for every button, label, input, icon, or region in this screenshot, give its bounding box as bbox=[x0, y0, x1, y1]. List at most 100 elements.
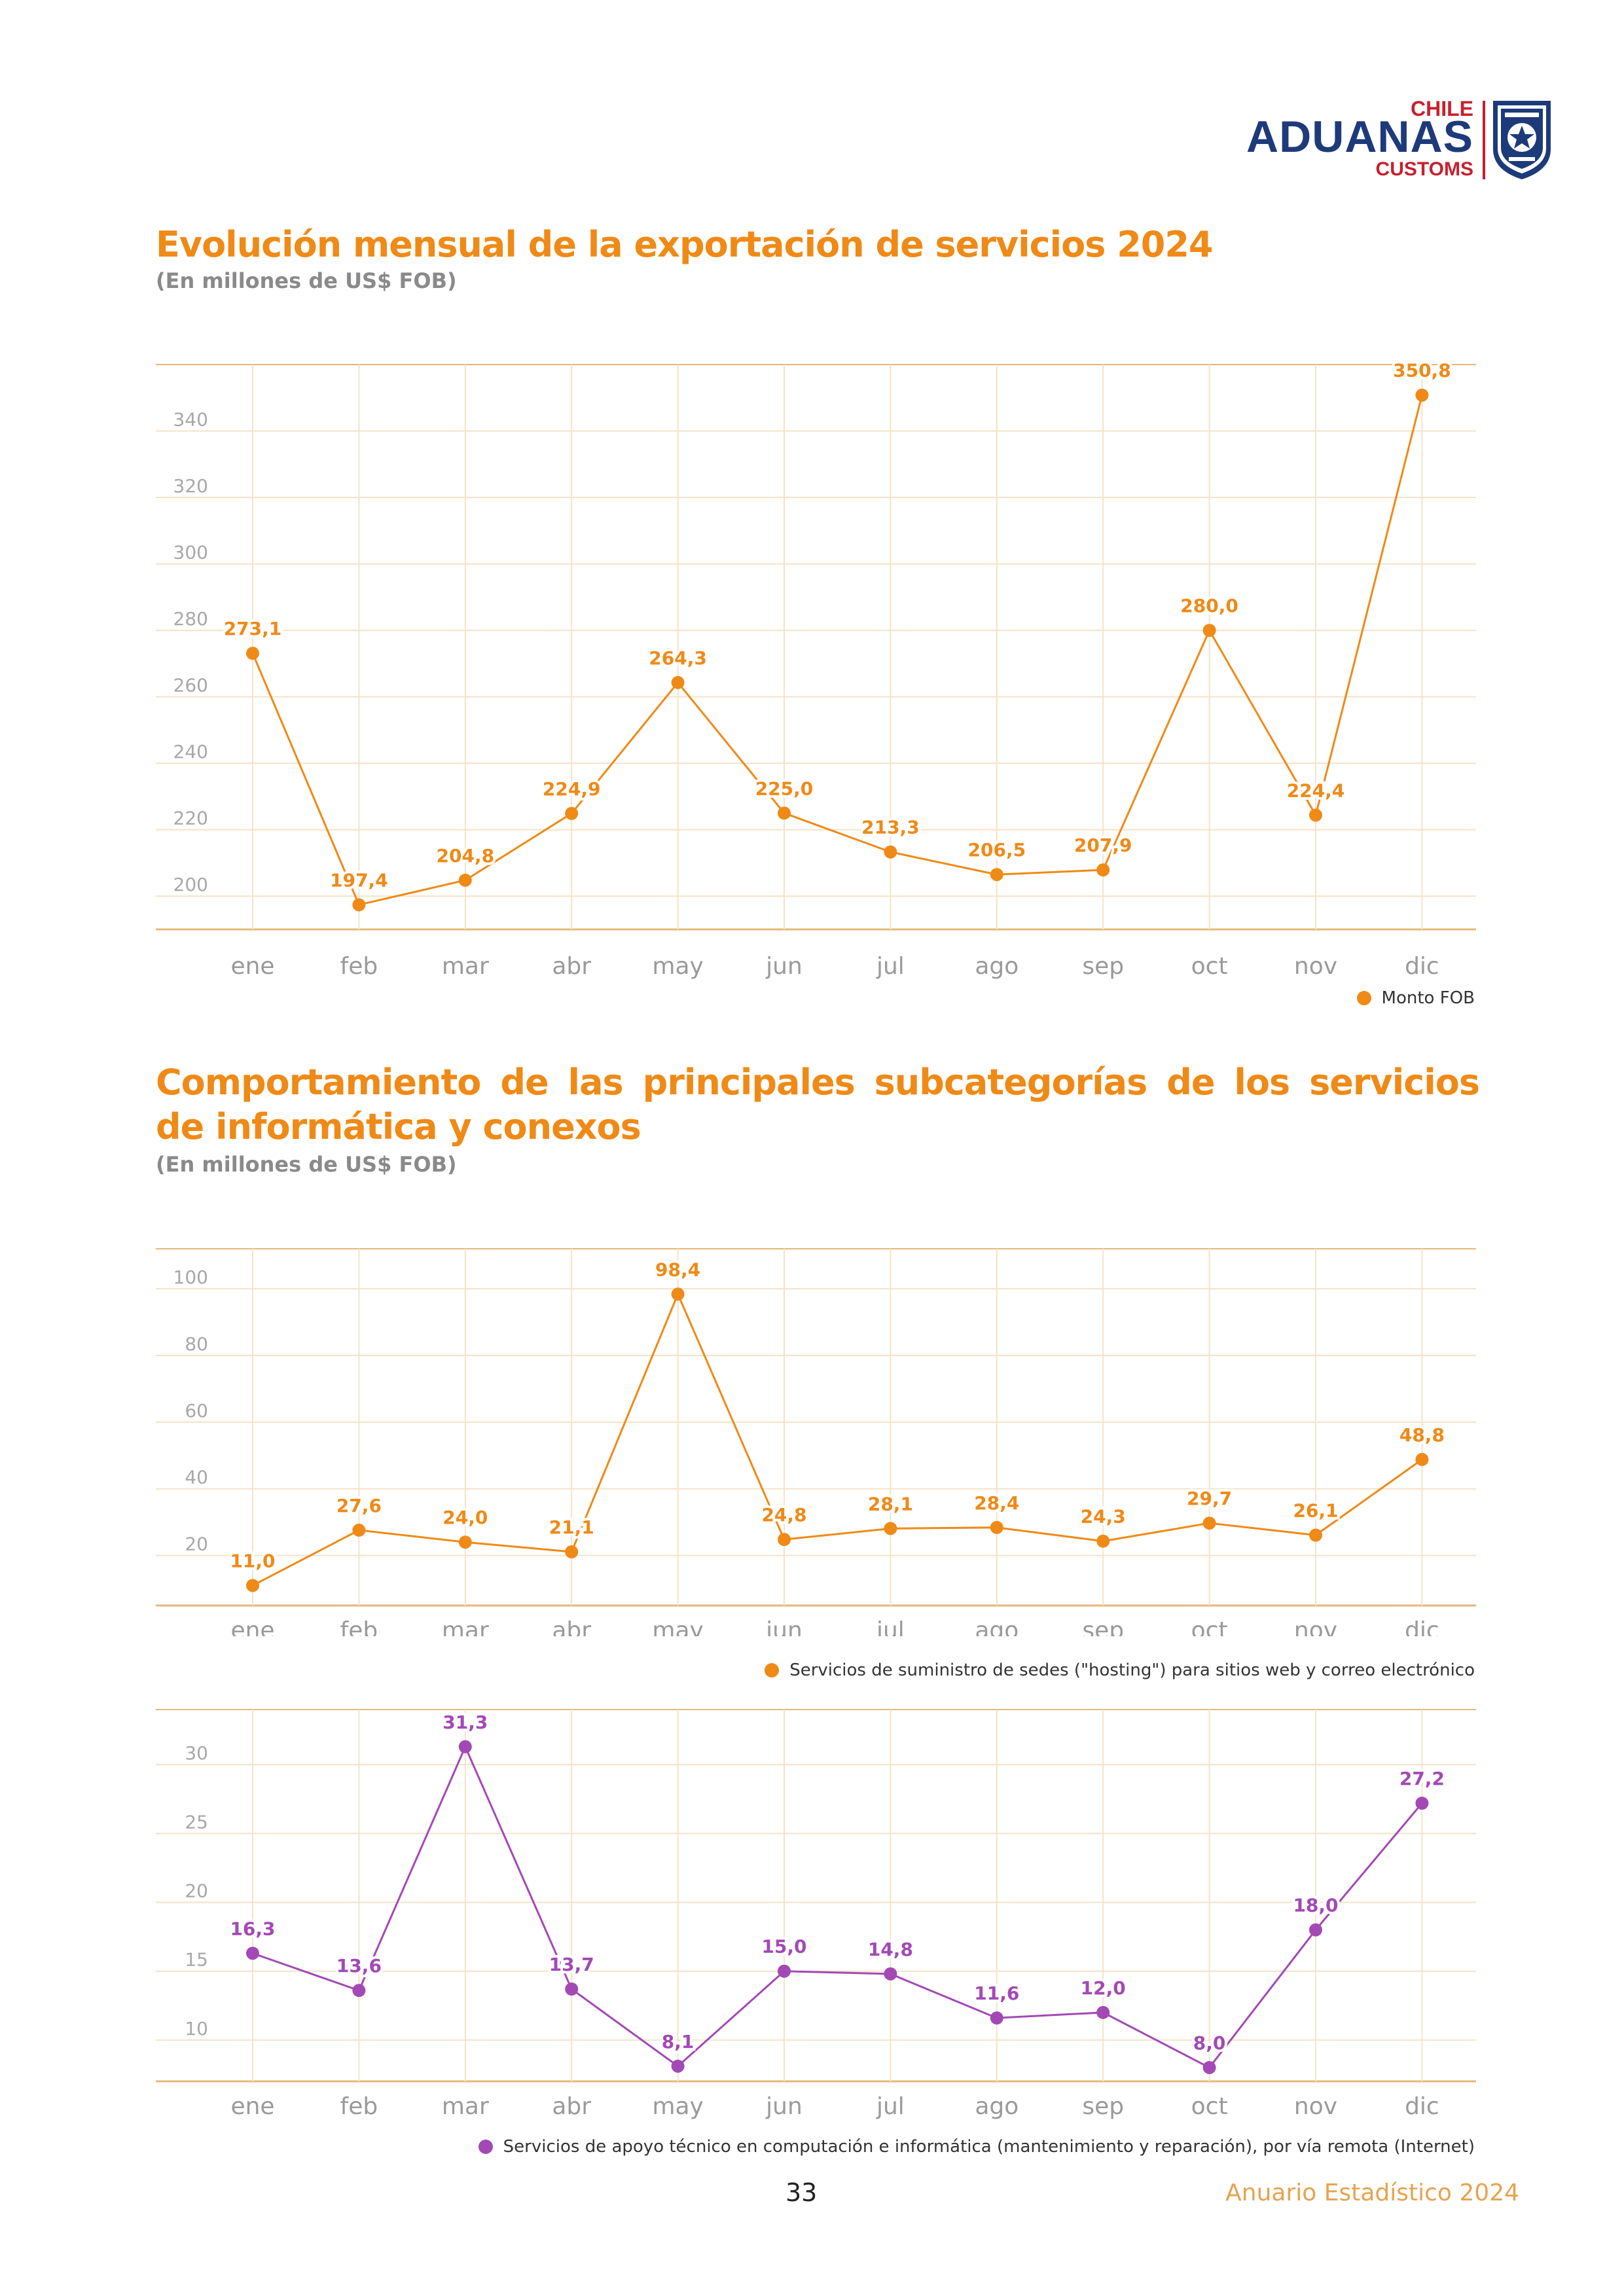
x-tick-label: ene bbox=[230, 953, 274, 980]
x-tick-label: nov bbox=[1294, 2093, 1337, 2120]
data-point bbox=[1309, 1528, 1322, 1542]
data-label: 26,1 bbox=[1293, 1500, 1338, 1522]
data-label: 16,3 bbox=[230, 1918, 275, 1939]
y-tick-label: 240 bbox=[173, 741, 208, 762]
shield-icon bbox=[1493, 101, 1551, 179]
data-point bbox=[352, 898, 366, 912]
data-label: 15,0 bbox=[761, 1936, 806, 1958]
x-tick-label: ago bbox=[975, 2093, 1019, 2120]
data-point bbox=[352, 1984, 366, 1998]
data-point bbox=[246, 647, 259, 660]
aduanas-logo: CHILE ADUANAS CUSTOMS bbox=[1240, 97, 1561, 182]
x-tick-label: feb bbox=[340, 2093, 378, 2120]
data-point bbox=[990, 2011, 1003, 2025]
chart-monthly-exports: 200 220 240 260 280 300 320 340 ene feb mar abr may j… bbox=[156, 357, 1476, 980]
data-point bbox=[1096, 1534, 1110, 1548]
data-label: 24,0 bbox=[442, 1507, 488, 1528]
y-tick-label: 100 bbox=[173, 1266, 208, 1288]
x-tick-label: sep bbox=[1082, 953, 1124, 980]
data-point bbox=[1202, 624, 1216, 637]
legend-label: Monto FOB bbox=[1381, 988, 1475, 1008]
data-label: 24,8 bbox=[761, 1504, 806, 1526]
x-tick-label: feb bbox=[340, 1617, 378, 1636]
data-label: 264,3 bbox=[649, 647, 707, 669]
x-tick-label: dic bbox=[1405, 2093, 1439, 2120]
x-tick-label: feb bbox=[340, 953, 378, 980]
data-point bbox=[246, 1946, 259, 1960]
data-label: 197,4 bbox=[330, 869, 388, 891]
y-tick-label: 30 bbox=[185, 1742, 208, 1764]
data-label: 28,4 bbox=[974, 1492, 1019, 1514]
logo-name: ADUANAS bbox=[1246, 112, 1473, 162]
page-number: 33 bbox=[785, 2178, 818, 2207]
legend-marker bbox=[765, 1663, 780, 1677]
y-tick-label: 220 bbox=[173, 808, 208, 829]
data-label: 21,1 bbox=[549, 1516, 594, 1538]
y-tick-label: 280 bbox=[173, 608, 208, 630]
data-point bbox=[246, 1579, 259, 1592]
x-tick-label: dic bbox=[1405, 1617, 1439, 1636]
data-point bbox=[1309, 808, 1322, 822]
data-label: 225,0 bbox=[755, 778, 814, 799]
legend-marker bbox=[478, 2140, 493, 2154]
data-point bbox=[1415, 1452, 1429, 1466]
legend-label: Servicios de apoyo técnico en computació… bbox=[503, 2137, 1475, 2157]
legend-chart3: Servicios de apoyo técnico en computació… bbox=[478, 2137, 1475, 2157]
x-tick-label: jul bbox=[876, 1617, 905, 1636]
data-point bbox=[778, 1964, 791, 1978]
x-tick-label: abr bbox=[552, 1617, 591, 1636]
data-point bbox=[352, 1523, 366, 1537]
data-label: 48,8 bbox=[1399, 1424, 1445, 1446]
data-point bbox=[884, 1967, 897, 1981]
y-tick-label: 10 bbox=[185, 2018, 208, 2039]
y-tick-label: 20 bbox=[185, 1880, 208, 1902]
data-point bbox=[671, 1287, 685, 1301]
data-label: 204,8 bbox=[437, 845, 495, 867]
data-point bbox=[458, 873, 472, 887]
series-line bbox=[251, 395, 1423, 906]
data-point bbox=[565, 806, 579, 820]
y-tick-label: 260 bbox=[173, 675, 208, 696]
logo-country: CHILE bbox=[1411, 97, 1473, 120]
y-tick-label: 80 bbox=[185, 1333, 208, 1355]
data-label: 98,4 bbox=[655, 1259, 700, 1280]
data-label: 27,2 bbox=[1399, 1768, 1445, 1789]
data-label: 13,7 bbox=[549, 1954, 594, 1975]
x-tick-label: jul bbox=[876, 953, 905, 980]
x-tick-label: ene bbox=[230, 1617, 274, 1636]
x-tick-label: jul bbox=[876, 2093, 905, 2120]
data-point bbox=[778, 1533, 791, 1547]
data-point bbox=[458, 1535, 472, 1549]
data-label: 12,0 bbox=[1081, 1977, 1126, 1999]
y-tick-label: 200 bbox=[173, 874, 208, 895]
logo-sub: CUSTOMS bbox=[1375, 158, 1473, 180]
data-point bbox=[565, 1982, 579, 1996]
x-tick-label: oct bbox=[1191, 953, 1228, 980]
x-tick-label: jun bbox=[765, 953, 803, 980]
data-point bbox=[671, 2059, 685, 2073]
data-point bbox=[1202, 1516, 1216, 1530]
data-label: 350,8 bbox=[1393, 360, 1451, 382]
data-point bbox=[990, 868, 1003, 882]
section2-title: Comportamiento de las principales subcat… bbox=[156, 1062, 1480, 1147]
x-tick-label: mar bbox=[442, 1617, 489, 1636]
data-label: 24,3 bbox=[1081, 1506, 1126, 1528]
x-tick-label: nov bbox=[1294, 953, 1337, 980]
x-tick-label: abr bbox=[552, 2093, 591, 2120]
data-point bbox=[1415, 388, 1429, 402]
data-point bbox=[778, 806, 791, 820]
data-point bbox=[990, 1520, 1003, 1534]
section2-subtitle: (En millones de US$ FOB) bbox=[156, 1152, 457, 1177]
data-label: 224,9 bbox=[543, 778, 601, 800]
data-label: 29,7 bbox=[1187, 1488, 1232, 1509]
y-tick-label: 25 bbox=[185, 1811, 208, 1833]
section1-title: Evolución mensual de la exportación de s… bbox=[156, 224, 1213, 265]
x-tick-label: may bbox=[652, 1617, 703, 1636]
x-tick-label: oct bbox=[1191, 2093, 1228, 2120]
x-tick-label: dic bbox=[1405, 953, 1439, 980]
data-label: 14,8 bbox=[868, 1939, 913, 1960]
x-tick-label: nov bbox=[1294, 1617, 1337, 1636]
section1-subtitle: (En millones de US$ FOB) bbox=[156, 268, 457, 293]
data-label: 13,6 bbox=[336, 1955, 382, 1977]
data-label: 31,3 bbox=[442, 1712, 488, 1733]
